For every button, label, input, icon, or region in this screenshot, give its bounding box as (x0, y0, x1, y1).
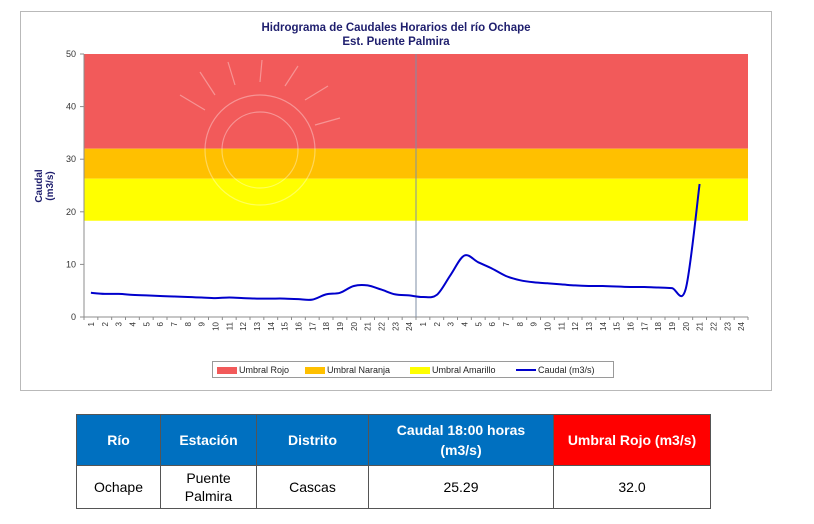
cell-rio: Ochape (76, 465, 161, 509)
header-rio: Río (76, 414, 161, 466)
x-tick-label: 9 (198, 321, 207, 326)
x-tick-label: 22 (709, 321, 718, 330)
x-tick-label: 2 (433, 321, 442, 326)
legend-item-naranja: Umbral Naranja (305, 365, 390, 375)
chart-title: Hidrograma de Caudales Horarios del río … (261, 22, 531, 34)
table-row: Ochape Puente Palmira Cascas 25.29 32.0 (76, 465, 711, 509)
y-tick-label: 20 (66, 207, 76, 217)
legend-item-caudal: Caudal (m3/s) (516, 365, 595, 375)
x-tick-label: 8 (516, 321, 525, 326)
summary-table: Río Estación Distrito Caudal 18:00 horas… (76, 414, 711, 509)
header-caudal: Caudal 18:00 horas (m3/s) (368, 414, 554, 466)
x-tick-label: 4 (460, 321, 469, 326)
x-tick-label: 13 (253, 321, 262, 330)
cell-umbral-rojo: 32.0 (553, 465, 711, 509)
x-tick-label: 3 (447, 321, 456, 326)
x-tick-label: 10 (543, 321, 552, 330)
y-axis-label: Caudal (m3/s) (34, 169, 56, 203)
x-tick-label: 22 (377, 321, 386, 330)
x-tick-label: 6 (156, 321, 165, 326)
legend-label-amarillo: Umbral Amarillo (432, 365, 496, 375)
y-tick-label: 50 (66, 49, 76, 59)
x-tick-label: 20 (682, 321, 691, 330)
x-tick-label: 19 (668, 321, 677, 330)
x-tick-label: 7 (502, 321, 511, 326)
y-tick-label: 40 (66, 102, 76, 112)
y-tick-label: 30 (66, 154, 76, 164)
x-tick-label: 20 (350, 321, 359, 330)
sun-watermark (179, 59, 341, 206)
x-tick-label: 16 (626, 321, 635, 330)
x-tick-label: 12 (239, 321, 248, 330)
chart-legend: Umbral Rojo Umbral Naranja Umbral Amaril… (212, 361, 614, 378)
x-tick-label: 21 (364, 321, 373, 330)
legend-label-caudal: Caudal (m3/s) (538, 365, 595, 375)
x-tick-label: 17 (308, 321, 317, 330)
x-tick-label: 3 (115, 321, 124, 326)
legend-label-rojo: Umbral Rojo (239, 365, 290, 375)
x-tick-label: 19 (336, 321, 345, 330)
x-tick-label: 21 (696, 321, 705, 330)
caudal-series-line (90, 183, 701, 301)
x-tick-label: 10 (211, 321, 220, 330)
x-tick-label: 23 (391, 321, 400, 330)
x-tick-label: 13 (585, 321, 594, 330)
header-distrito: Distrito (256, 414, 369, 466)
x-tick-label: 18 (654, 321, 663, 330)
cell-caudal: 25.29 (368, 465, 554, 509)
legend-label-naranja: Umbral Naranja (327, 365, 391, 375)
x-tick-label: 23 (723, 321, 732, 330)
x-tick-label: 5 (142, 321, 151, 326)
legend-swatch-amarillo (410, 366, 430, 374)
x-tick-label: 15 (613, 321, 622, 330)
legend-item-rojo: Umbral Rojo (217, 365, 289, 375)
legend-swatch-caudal (516, 369, 536, 371)
y-tick-label: 0 (71, 312, 76, 322)
x-tick-label: 17 (640, 321, 649, 330)
x-tick-label: 5 (474, 321, 483, 326)
x-tick-label: 7 (170, 321, 179, 326)
header-umbral-rojo: Umbral Rojo (m3/s) (553, 414, 711, 466)
x-tick-label: 6 (488, 321, 497, 326)
legend-item-amarillo: Umbral Amarillo (410, 365, 496, 375)
cell-estacion: Puente Palmira (160, 465, 257, 509)
table-header-row: Río Estación Distrito Caudal 18:00 horas… (76, 414, 711, 466)
x-tick-label: 18 (322, 321, 331, 330)
x-tick-label: 14 (267, 321, 276, 330)
x-tick-label: 24 (405, 321, 414, 330)
x-tick-label: 9 (530, 321, 539, 326)
x-tick-label: 2 (101, 321, 110, 326)
x-tick-label: 1 (419, 321, 428, 326)
x-tick-label: 8 (184, 321, 193, 326)
x-tick-label: 11 (225, 321, 234, 330)
chart-subtitle: Est. Puente Palmira (342, 36, 450, 48)
legend-swatch-naranja (305, 366, 325, 374)
x-tick-label: 11 (557, 321, 566, 330)
x-tick-label: 14 (599, 321, 608, 330)
legend-swatch-rojo (217, 366, 237, 374)
cell-distrito: Cascas (256, 465, 369, 509)
header-estacion: Estación (160, 414, 257, 466)
x-tick-label: 16 (294, 321, 303, 330)
y-tick-label: 10 (66, 259, 76, 269)
x-tick-label: 4 (128, 321, 137, 326)
x-tick-label: 24 (737, 321, 746, 330)
x-tick-label: 15 (281, 321, 290, 330)
x-tick-label: 12 (571, 321, 580, 330)
x-tick-label: 1 (87, 321, 96, 326)
